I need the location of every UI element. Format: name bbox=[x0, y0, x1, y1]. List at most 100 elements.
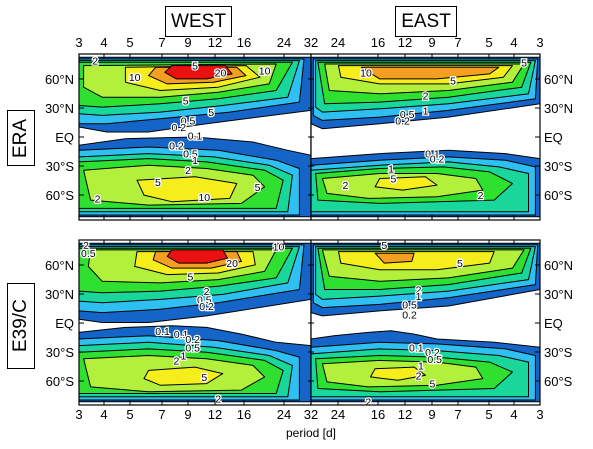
y-tick-label-right: 60°N bbox=[544, 72, 573, 87]
contour-label: 2 bbox=[416, 370, 422, 382]
contour-label: 0.1 bbox=[174, 329, 189, 341]
contour-label: 2 bbox=[342, 180, 348, 192]
contour-label: 2 bbox=[478, 190, 484, 202]
contour-label: 5 bbox=[457, 258, 463, 270]
x-tick-label-bottom: 12 bbox=[208, 407, 222, 422]
contour-label: 0.5 bbox=[183, 149, 198, 161]
x-tick-label-top: 32 bbox=[304, 35, 318, 50]
contour-label: 2 bbox=[365, 397, 371, 409]
contour-label: 0.2 bbox=[199, 301, 214, 313]
row-title-e39c: E39/C bbox=[7, 283, 35, 369]
y-tick-label-right: 30°S bbox=[544, 345, 573, 360]
y-tick-label-left: 60°S bbox=[46, 188, 75, 203]
x-tick-label-top: 24 bbox=[331, 35, 345, 50]
contour-label: 0.5 bbox=[197, 294, 212, 306]
y-tick-label-right: EQ bbox=[544, 316, 563, 331]
contour-region-level-5 bbox=[143, 366, 224, 386]
contour-region-level-10 bbox=[374, 252, 415, 264]
contour-label: 1 bbox=[423, 105, 429, 117]
x-tick-label-bottom: 12 bbox=[398, 407, 412, 422]
contour-label: 5 bbox=[201, 372, 207, 384]
contour-label: 2 bbox=[416, 285, 422, 297]
contour-label: 20 bbox=[215, 67, 227, 79]
x-tick-label-top: 12 bbox=[208, 35, 222, 50]
x-tick-label-top: 16 bbox=[371, 35, 385, 50]
contour-label: 5 bbox=[381, 240, 387, 252]
contour-label: 0.2 bbox=[171, 122, 186, 134]
x-tick-label-top: 12 bbox=[398, 35, 412, 50]
contour-label: 20 bbox=[226, 258, 238, 270]
contour-label: 2 bbox=[173, 355, 179, 367]
x-tick-label-top: 5 bbox=[126, 35, 133, 50]
y-tick-label-right: 30°N bbox=[544, 101, 573, 116]
x-tick-label-bottom: 5 bbox=[126, 407, 133, 422]
x-tick-label-bottom: 32 bbox=[304, 407, 318, 422]
x-tick-label-bottom: 24 bbox=[331, 407, 345, 422]
contour-label: 10 bbox=[198, 192, 210, 204]
contour-label: 0.1 bbox=[425, 149, 440, 161]
contour-label: 10 bbox=[360, 67, 372, 79]
contour-label: 5 bbox=[390, 174, 396, 186]
x-tick-label-top: 7 bbox=[454, 35, 461, 50]
y-tick-label-right: 30°N bbox=[544, 287, 573, 302]
y-tick-label-right: 30°S bbox=[544, 159, 573, 174]
contour-label: 1 bbox=[416, 291, 422, 303]
y-tick-label-left: 30°N bbox=[45, 287, 74, 302]
contour-label: 5 bbox=[521, 57, 527, 69]
contour-label: 2 bbox=[423, 91, 429, 103]
contour-label: 1 bbox=[192, 155, 198, 167]
x-tick-label-bottom: 4 bbox=[510, 407, 517, 422]
x-tick-label-top: 4 bbox=[510, 35, 517, 50]
contour-label: 0.2 bbox=[169, 140, 184, 152]
x-tick-label-top: 24 bbox=[277, 35, 291, 50]
contour-label: 5 bbox=[187, 271, 193, 283]
x-tick-label-top: 3 bbox=[536, 35, 543, 50]
x-tick-label-bottom: 24 bbox=[277, 407, 291, 422]
contour-label: 0.5 bbox=[81, 248, 96, 260]
contour-label: 0.5 bbox=[402, 299, 417, 311]
row-title-era: ERA bbox=[7, 110, 35, 166]
y-tick-label-left: 30°N bbox=[45, 101, 74, 116]
contour-region-level-20 bbox=[166, 249, 228, 264]
contour-label: 0.2 bbox=[395, 115, 410, 127]
contour-region-level-5 bbox=[374, 176, 438, 191]
column-title-west: WEST bbox=[165, 6, 232, 37]
contour-label: 0.5 bbox=[185, 342, 200, 354]
y-tick-label-left: EQ bbox=[55, 130, 74, 145]
contour-label: 0.5 bbox=[181, 115, 196, 127]
contour-region-level-5 bbox=[370, 366, 426, 381]
contour-label: 1 bbox=[180, 351, 186, 363]
x-tick-label-bottom: 9 bbox=[184, 407, 191, 422]
contour-label: 0.2 bbox=[185, 334, 200, 346]
contour-label: 2 bbox=[92, 56, 98, 68]
x-tick-label-bottom: 7 bbox=[158, 407, 165, 422]
contour-label: 1 bbox=[388, 164, 394, 176]
x-tick-label-top: 4 bbox=[100, 35, 107, 50]
x-tick-label-bottom: 9 bbox=[428, 407, 435, 422]
contour-label: 0.1 bbox=[188, 130, 203, 142]
y-tick-label-left: 60°S bbox=[46, 374, 75, 389]
x-tick-label-top: 7 bbox=[158, 35, 165, 50]
x-tick-label-top: 3 bbox=[75, 35, 82, 50]
x-tick-label-bottom: 7 bbox=[454, 407, 461, 422]
contour-region-level-5 bbox=[136, 176, 238, 203]
contour-region-level-20 bbox=[164, 65, 233, 80]
contour-label: 10 bbox=[259, 66, 271, 78]
contour-label: 0.2 bbox=[425, 347, 440, 359]
x-tick-label-bottom: 16 bbox=[237, 407, 251, 422]
x-tick-label-top: 5 bbox=[485, 35, 492, 50]
y-tick-label-right: EQ bbox=[544, 130, 563, 145]
contour-label: 0.1 bbox=[409, 342, 424, 354]
contour-label: 5 bbox=[255, 182, 261, 194]
contour-label: 2 bbox=[95, 193, 101, 205]
contour-label: 0.1 bbox=[155, 326, 170, 338]
contour-label: 0.2 bbox=[430, 154, 445, 166]
contour-label: 2 bbox=[185, 165, 191, 177]
contour-label: 5 bbox=[192, 61, 198, 73]
contour-label: 5 bbox=[450, 76, 456, 88]
contour-label: 0.5 bbox=[427, 354, 442, 366]
contour-label: 10 bbox=[273, 242, 285, 254]
